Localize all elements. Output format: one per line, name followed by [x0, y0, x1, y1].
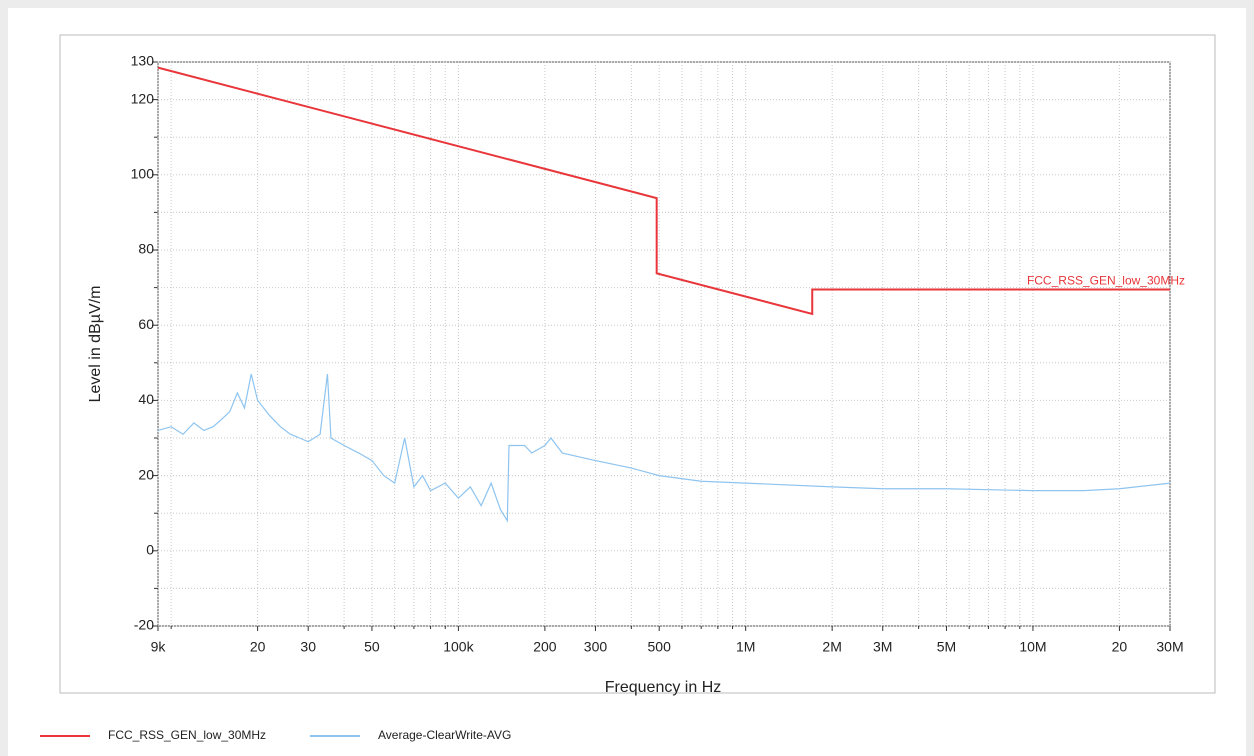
legend-label: FCC_RSS_GEN_low_30MHz — [108, 728, 266, 742]
x-tick-label: 20 — [250, 639, 266, 655]
y-tick-label: 60 — [138, 316, 154, 332]
x-tick-label: 200 — [533, 639, 557, 655]
x-tick-label: 10M — [1019, 639, 1046, 655]
y-tick-label: 20 — [138, 466, 154, 482]
x-tick-label: 50 — [364, 639, 380, 655]
x-tick-label: 30 — [300, 639, 316, 655]
y-tick-label: 120 — [131, 90, 155, 106]
y-axis-label: Level in dBµV/m — [87, 286, 104, 403]
legend-label: Average-ClearWrite-AVG — [378, 728, 511, 742]
x-tick-label: 500 — [648, 639, 672, 655]
y-tick-label: 40 — [138, 391, 154, 407]
y-tick-label: 0 — [146, 542, 154, 558]
x-tick-label: 300 — [584, 639, 608, 655]
y-tick-label: 100 — [131, 166, 155, 182]
y-tick-label: 130 — [131, 53, 155, 69]
y-tick-label: 80 — [138, 241, 154, 257]
x-tick-label: 30M — [1156, 639, 1183, 655]
x-tick-label: 1M — [736, 639, 755, 655]
x-tick-label: 3M — [873, 639, 892, 655]
x-tick-label: 20 — [1112, 639, 1128, 655]
limit-label: FCC_RSS_GEN_low_30MHz — [1027, 274, 1185, 288]
panel — [8, 8, 1246, 756]
x-tick-label: 2M — [822, 639, 841, 655]
x-tick-label: 9k — [151, 639, 167, 655]
x-tick-label: 100k — [443, 639, 474, 655]
y-tick-label: -20 — [134, 617, 154, 633]
x-tick-label: 5M — [937, 639, 956, 655]
x-axis-label: Frequency in Hz — [605, 679, 722, 696]
frame — [59, 34, 1216, 694]
series-line — [157, 373, 1171, 523]
series-line — [157, 66, 1170, 316]
